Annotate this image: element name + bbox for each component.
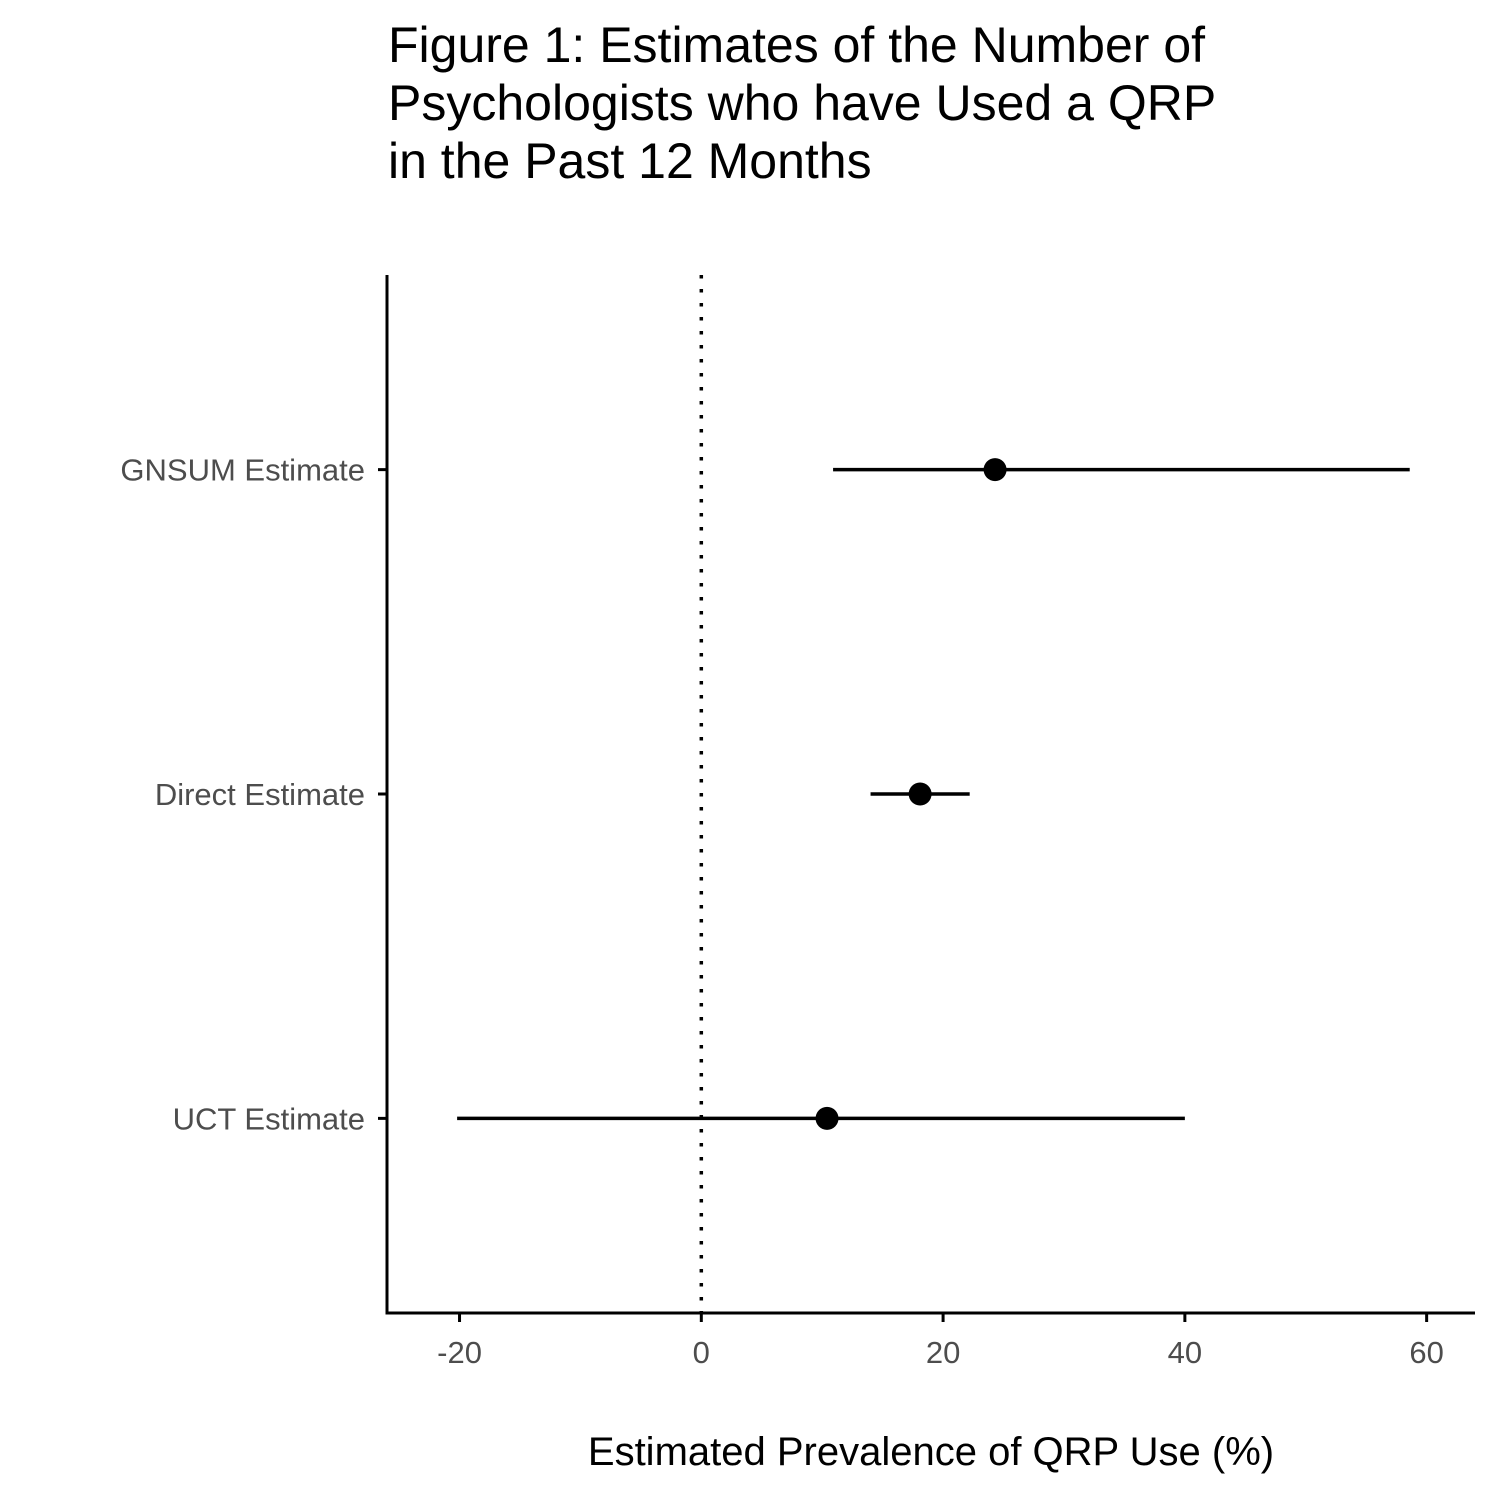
chart-title: Figure 1: Estimates of the Number of Psy… (388, 16, 1388, 190)
x-axis-title: Estimated Prevalence of QRP Use (%) (588, 1430, 1274, 1474)
x-tick-label: 0 (693, 1335, 710, 1370)
x-tick-label: 60 (1409, 1335, 1443, 1370)
x-tick-label: 20 (926, 1335, 960, 1370)
y-tick-label: UCT Estimate (173, 1101, 365, 1136)
estimate-point (908, 782, 932, 806)
axes-group (378, 275, 1475, 1322)
estimate-point (815, 1106, 839, 1130)
labels-group: -20 0 20 40 60 GNSUM Estimate Direct Estimate U… (120, 453, 1443, 1474)
y-tick-label: GNSUM Estimate (120, 453, 365, 488)
chart-title-line-3: in the Past 12 Months (388, 133, 872, 189)
estimate-point (983, 458, 1007, 482)
x-tick-label: -20 (437, 1335, 482, 1370)
x-tick-label: 40 (1168, 1335, 1202, 1370)
marks-group (457, 458, 1410, 1130)
chart-title-line-1: Figure 1: Estimates of the Number of (388, 17, 1206, 73)
chart-title-line-2: Psychologists who have Used a QRP (388, 75, 1217, 131)
y-tick-label: Direct Estimate (155, 777, 365, 812)
